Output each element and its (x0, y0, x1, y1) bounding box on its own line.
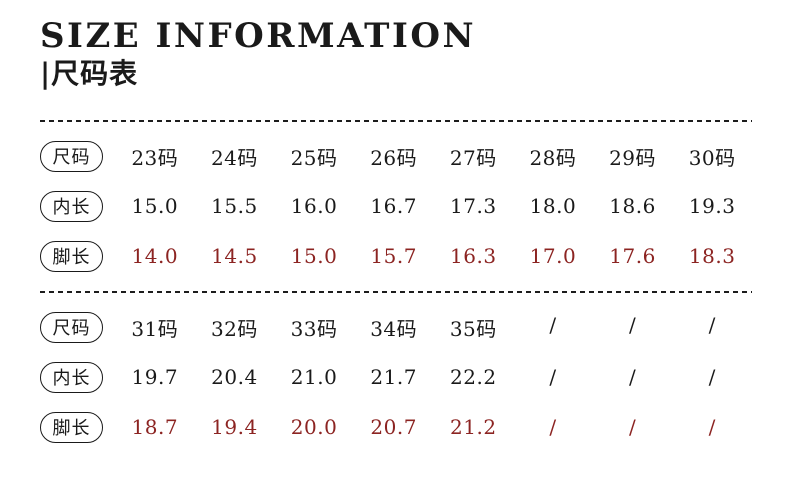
row-label-badge: 尺码 (40, 140, 103, 172)
value-cell: / (549, 415, 557, 439)
value-cell: 18.6 (609, 194, 656, 218)
value-cell: / (628, 415, 637, 439)
value-cell: 29码 (609, 145, 657, 170)
value-cell: 32码 (210, 316, 258, 341)
value-cell: 16.0 (290, 194, 338, 218)
value-cell: 19.4 (211, 415, 258, 439)
value-cell: 24码 (210, 145, 258, 170)
row-label-badge: 尺码 (40, 311, 103, 343)
value-cell: 19.3 (688, 194, 736, 218)
table-row: 脚长 18.7 19.4 20.0 20.7 21.2 / / / (40, 402, 752, 452)
row-label-badge: 脚长 (40, 240, 103, 272)
value-cell: 33码 (290, 316, 338, 341)
value-cell: 28码 (529, 145, 577, 170)
value-cell: 30码 (688, 145, 736, 170)
value-cell: 18.7 (131, 415, 179, 439)
row-label-badge: 内长 (40, 190, 103, 222)
dashed-divider (40, 291, 752, 293)
row-label-badge: 内长 (40, 361, 103, 393)
value-cell: / (549, 365, 557, 389)
row-cells: 19.7 20.4 21.0 21.7 22.2 / / / (115, 365, 752, 389)
value-cell: / (708, 365, 716, 389)
value-cell: 21.7 (370, 365, 417, 389)
value-cell: / (628, 312, 637, 337)
value-cell: 14.0 (131, 244, 179, 268)
value-cell: 16.3 (450, 244, 497, 268)
value-cell: 23码 (131, 145, 179, 170)
value-cell: 17.6 (609, 244, 656, 268)
value-cell: / (628, 365, 637, 389)
value-cell: 27码 (449, 145, 497, 170)
row-cells: 15.0 15.5 16.0 16.7 17.3 18.0 18.6 19.3 (115, 194, 752, 218)
value-cell: 26码 (370, 145, 418, 170)
value-cell: 14.5 (211, 244, 258, 268)
value-cell: 22.2 (450, 365, 497, 389)
table-row: 尺码 31码 32码 33码 34码 35码 / / / (40, 302, 752, 352)
page-subtitle: |尺码表 (40, 57, 139, 90)
value-cell: 34码 (370, 316, 418, 341)
value-cell: 17.0 (529, 244, 577, 268)
value-cell: 20.4 (211, 365, 258, 389)
value-cell: / (549, 312, 557, 337)
value-cell: 20.0 (290, 415, 338, 439)
value-cell: / (708, 415, 716, 439)
page-title: SIZE INFORMATION (40, 16, 477, 56)
table-row: 内长 15.0 15.5 16.0 16.7 17.3 18.0 18.6 19.3 (40, 181, 752, 231)
value-cell: 31码 (131, 316, 179, 341)
value-cell: 15.7 (370, 244, 417, 268)
value-cell: 21.0 (290, 365, 338, 389)
row-label-badge: 脚长 (40, 411, 103, 443)
value-cell: 16.7 (370, 194, 417, 218)
size-table-section-2: 尺码 31码 32码 33码 34码 35码 / / / 内长 19.7 20.4 21.0 21.7 22… (40, 293, 752, 462)
size-table-section-1: 尺码 23码 24码 25码 26码 27码 28码 29码 30码内长 15.0 15.5 16.0… (40, 122, 752, 291)
value-cell: 21.2 (450, 415, 497, 439)
row-cells: 31码 32码 33码 34码 35码 / / / (115, 313, 752, 342)
row-cells: 14.0 14.5 15.0 15.7 16.3 17.0 17.6 18.3 (115, 244, 752, 268)
value-cell: 18.0 (529, 194, 577, 218)
value-cell: 35码 (449, 316, 497, 341)
value-cell: 17.3 (450, 194, 497, 218)
value-cell: 15.0 (131, 194, 179, 218)
table-row: 脚长 14.0 14.5 15.0 15.7 16.3 17.0 17.6 18.3 (40, 231, 752, 281)
row-cells: 23码 24码 25码 26码 27码 28码 29码 30码 (115, 142, 752, 171)
row-cells: 18.7 19.4 20.0 20.7 21.2 / / / (115, 415, 752, 439)
value-cell: 15.5 (211, 194, 258, 218)
value-cell: / (708, 312, 716, 337)
value-cell: 15.0 (290, 244, 338, 268)
value-cell: 18.3 (688, 244, 736, 268)
value-cell: 19.7 (131, 365, 179, 389)
value-cell: 25码 (290, 145, 338, 170)
table-row: 尺码 23码 24码 25码 26码 27码 28码 29码 30码 (40, 131, 752, 181)
table-row: 内长 19.7 20.4 21.0 21.7 22.2 / / / (40, 352, 752, 402)
dashed-divider (40, 120, 752, 122)
value-cell: 20.7 (370, 415, 417, 439)
